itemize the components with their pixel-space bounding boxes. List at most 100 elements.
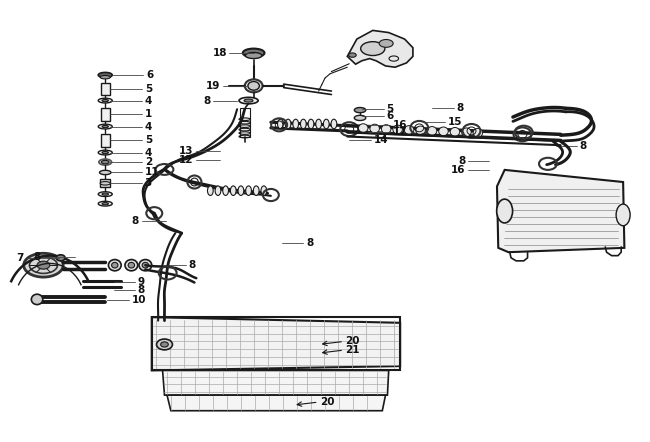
Text: 5: 5 [145, 84, 152, 94]
Ellipse shape [246, 186, 252, 195]
Bar [151, 317, 400, 370]
Bar [101, 83, 110, 95]
Bar [100, 179, 110, 187]
Ellipse shape [56, 255, 65, 261]
Ellipse shape [254, 186, 259, 195]
Ellipse shape [239, 132, 250, 134]
Ellipse shape [439, 127, 448, 136]
Text: 8: 8 [33, 251, 40, 262]
Ellipse shape [348, 53, 356, 57]
Ellipse shape [261, 186, 266, 195]
Ellipse shape [215, 186, 221, 195]
Ellipse shape [99, 170, 111, 175]
Ellipse shape [473, 129, 483, 137]
Ellipse shape [616, 204, 630, 226]
Text: 7: 7 [16, 253, 23, 263]
Ellipse shape [354, 107, 366, 113]
Polygon shape [151, 317, 400, 370]
Ellipse shape [308, 119, 314, 129]
Bar [101, 107, 110, 122]
Bar [101, 133, 110, 147]
Ellipse shape [37, 261, 50, 269]
Text: 11: 11 [145, 168, 159, 178]
Ellipse shape [293, 119, 298, 129]
Text: 14: 14 [373, 134, 388, 145]
Ellipse shape [230, 186, 236, 195]
Text: 8: 8 [188, 260, 196, 270]
Ellipse shape [101, 160, 109, 164]
Text: 1: 1 [145, 110, 152, 119]
Ellipse shape [112, 263, 118, 268]
Ellipse shape [98, 150, 112, 155]
Ellipse shape [245, 80, 263, 92]
Ellipse shape [404, 126, 414, 134]
Polygon shape [497, 170, 625, 252]
Text: 2: 2 [145, 157, 152, 167]
Text: 19: 19 [206, 81, 220, 91]
Ellipse shape [102, 152, 109, 154]
Ellipse shape [100, 76, 110, 79]
Ellipse shape [370, 124, 380, 133]
Text: 12: 12 [179, 155, 193, 165]
Ellipse shape [462, 128, 471, 137]
Text: 20: 20 [345, 336, 360, 347]
Ellipse shape [450, 127, 460, 136]
Ellipse shape [239, 118, 250, 121]
Ellipse shape [393, 125, 402, 134]
Text: 13: 13 [179, 146, 193, 156]
Text: 9: 9 [138, 277, 145, 287]
Text: 17: 17 [393, 127, 407, 137]
Polygon shape [162, 370, 389, 395]
Ellipse shape [31, 294, 43, 305]
Ellipse shape [102, 99, 109, 102]
Ellipse shape [98, 124, 112, 129]
Ellipse shape [23, 253, 63, 277]
Text: 4: 4 [145, 148, 152, 157]
Ellipse shape [142, 263, 149, 268]
Ellipse shape [223, 186, 229, 195]
Text: 8: 8 [138, 285, 145, 295]
Ellipse shape [102, 202, 109, 205]
Ellipse shape [331, 119, 337, 129]
Ellipse shape [109, 259, 121, 271]
Ellipse shape [497, 199, 513, 223]
Text: 6: 6 [386, 111, 393, 121]
Ellipse shape [239, 125, 250, 127]
Ellipse shape [379, 39, 393, 47]
Text: 20: 20 [320, 397, 334, 407]
Text: 4: 4 [145, 95, 152, 106]
Ellipse shape [98, 192, 112, 197]
Ellipse shape [382, 125, 391, 133]
Ellipse shape [98, 72, 112, 78]
Ellipse shape [246, 53, 262, 59]
Text: 16: 16 [393, 120, 407, 130]
Text: 10: 10 [131, 295, 146, 305]
Ellipse shape [157, 339, 172, 350]
Text: 5: 5 [386, 104, 393, 114]
Ellipse shape [161, 342, 168, 347]
Text: 21: 21 [345, 345, 360, 355]
Text: 8: 8 [580, 141, 587, 152]
Ellipse shape [239, 135, 250, 138]
Text: 16: 16 [450, 165, 465, 175]
Text: 6: 6 [147, 70, 154, 80]
Text: 8: 8 [458, 156, 465, 166]
Bar [240, 108, 250, 137]
Ellipse shape [139, 259, 151, 271]
Ellipse shape [285, 119, 291, 129]
Ellipse shape [316, 119, 322, 129]
Text: 8: 8 [456, 103, 463, 113]
Ellipse shape [239, 128, 250, 131]
Ellipse shape [416, 126, 425, 135]
Text: 4: 4 [145, 122, 152, 132]
Polygon shape [167, 395, 385, 411]
Ellipse shape [324, 119, 329, 129]
Ellipse shape [102, 126, 109, 128]
Ellipse shape [427, 126, 437, 135]
Text: 18: 18 [213, 48, 227, 58]
Ellipse shape [361, 42, 385, 56]
Ellipse shape [243, 49, 265, 57]
Ellipse shape [238, 186, 244, 195]
Ellipse shape [102, 193, 109, 195]
Ellipse shape [244, 99, 253, 102]
